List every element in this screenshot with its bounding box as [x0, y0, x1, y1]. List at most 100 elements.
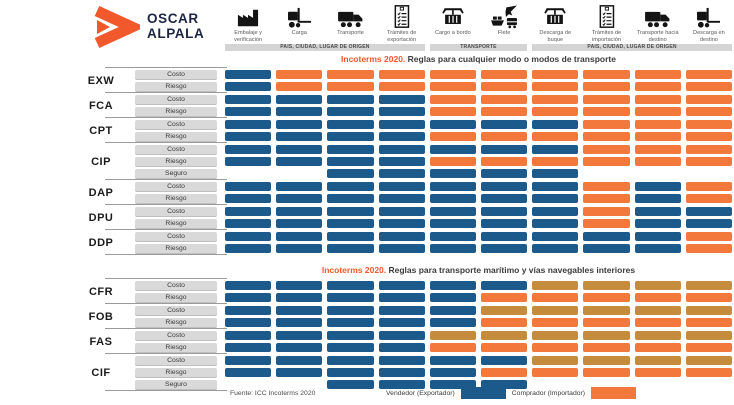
matrix-cell-col7 [532, 207, 579, 216]
matrix-cell-col3 [327, 157, 374, 166]
matrix-cell-col4 [378, 157, 425, 166]
row-label-pill: Riesgo [135, 82, 217, 91]
term-group-fca: FCA Costo Riesgo [75, 95, 732, 116]
cells-row [225, 107, 732, 116]
matrix-cell-col10 [685, 194, 732, 203]
matrix-cell-col9 [634, 132, 681, 141]
term-code-fca: FCA [88, 99, 114, 112]
matrix-cell-col10 [685, 306, 732, 315]
matrix-cell-col2 [276, 145, 323, 154]
cells-row [225, 318, 732, 327]
matrix-cell-col4 [378, 343, 425, 352]
matrix-cell-col6 [481, 182, 528, 191]
matrix-cell-col6 [481, 380, 528, 389]
matrix-cell-col9 [634, 244, 681, 253]
term-code-dap: DAP [88, 186, 114, 199]
column-label: Trámites de exportación [387, 30, 417, 43]
column-header-5: Cargo a bordo [430, 2, 476, 44]
matrix-cell-col9 [634, 343, 681, 352]
matrix-cell-col1 [225, 107, 272, 116]
matrix-cell-col4 [378, 293, 425, 302]
matrix-cell-col7 [532, 107, 579, 116]
matrix-cell-col1 [225, 306, 272, 315]
matrix-cell-col2 [276, 182, 323, 191]
section-title-accent: Incoterms 2020. [341, 54, 408, 64]
term-code-dpu: DPU [88, 211, 114, 224]
matrix-cell-col10 [685, 356, 732, 365]
term-group-cpt: CPT Costo Riesgo [75, 120, 732, 141]
matrix-cell-col9 [634, 293, 681, 302]
matrix-cell-col10 [685, 70, 732, 79]
crane-container-icon [542, 2, 568, 29]
term-group-cip: CIP Costo Riesgo Seguro [75, 145, 732, 178]
matrix-cell-col7 [532, 318, 579, 327]
matrix-cell-col2 [276, 157, 323, 166]
column-header-3: Transporte [327, 2, 373, 44]
row-label-pill: Seguro [135, 380, 217, 389]
matrix-cell-col7 [532, 368, 579, 377]
matrix-cell-col4 [378, 169, 425, 178]
matrix-cell-col8 [583, 318, 630, 327]
matrix-cell-col6 [481, 194, 528, 203]
matrix-cell-col5 [429, 356, 476, 365]
row-label-pill: Costo [135, 182, 217, 191]
matrix-cell-col3 [327, 182, 374, 191]
matrix-cell-col3 [327, 380, 374, 389]
matrix-cell-col5 [429, 95, 476, 104]
matrix-cell-col1 [225, 281, 272, 290]
matrix-cell-col8 [583, 120, 630, 129]
matrix-cell-col10 [685, 95, 732, 104]
row-label-pill: Costo [135, 120, 217, 129]
matrix-cell-col4 [378, 145, 425, 154]
group-divider [105, 278, 227, 279]
matrix-cell-col5 [429, 182, 476, 191]
matrix-cell-col6 [481, 157, 528, 166]
matrix-cell-col9 [634, 194, 681, 203]
matrix-cell-col3 [327, 95, 374, 104]
matrix-cell-col9 [634, 70, 681, 79]
matrix-cell-col6 [481, 356, 528, 365]
row-label-pill: Costo [135, 356, 217, 365]
zone-band-row: PAÍS, CIUDAD, LUGAR DE ORIGEN TRANSPORTE P… [225, 44, 732, 51]
matrix-cell-col2 [276, 293, 323, 302]
truck-icon [644, 2, 671, 29]
cells-row [225, 219, 732, 228]
matrix-cell-col6 [481, 207, 528, 216]
matrix-cell-col2 [276, 306, 323, 315]
matrix-cell-col6 [481, 70, 528, 79]
matrix-cell-col3 [327, 207, 374, 216]
row-label-pill: Costo [135, 95, 217, 104]
cells-row [225, 70, 732, 79]
matrix-cell-col10 [685, 281, 732, 290]
matrix-cell-col1 [225, 157, 272, 166]
matrix-cell-col6 [481, 368, 528, 377]
matrix-cell-col8 [583, 169, 629, 178]
matrix-cell-col10 [685, 293, 732, 302]
row-label-pill: Riesgo [135, 157, 217, 166]
matrix-cell-col8 [583, 145, 630, 154]
cells-row [225, 232, 732, 241]
matrix-cell-col9 [634, 95, 681, 104]
matrix-cell-col4 [378, 281, 425, 290]
section-title-accent: Incoterms 2020. [321, 265, 389, 275]
matrix-cell-col5 [429, 343, 476, 352]
matrix-cell-col3 [327, 356, 374, 365]
matrix-cell-col2 [276, 107, 323, 116]
matrix-cell-col4 [378, 70, 425, 79]
matrix-cell-col2 [276, 368, 323, 377]
brand-logo: OSCAR ALPALA [94, 5, 204, 49]
matrix-cell-col6 [481, 219, 528, 228]
matrix-cell-col5 [429, 145, 476, 154]
row-label-pill: Riesgo [135, 368, 217, 377]
column-label: Transporte [337, 30, 364, 36]
factory-icon [235, 2, 261, 29]
term-code-fas: FAS [89, 335, 113, 348]
matrix-cell-col10 [685, 182, 732, 191]
cells-row [225, 194, 732, 203]
matrix-cell-col7 [532, 169, 579, 178]
section-title-1: Incoterms 2020. Reglas para cualquier mo… [225, 54, 732, 64]
buyer-legend-label: Comprador (Importador) [511, 389, 586, 397]
cells-row [225, 343, 732, 352]
matrix-cell-col2 [276, 232, 323, 241]
